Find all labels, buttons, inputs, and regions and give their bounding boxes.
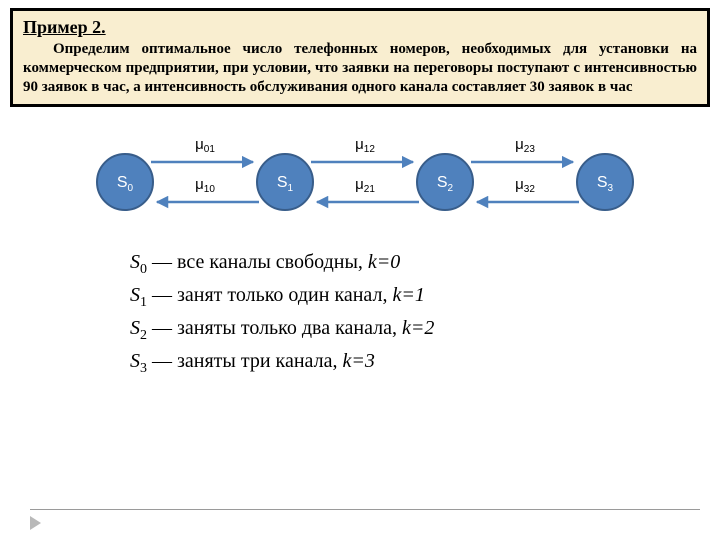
edge-label: μ12 (355, 136, 375, 155)
footer-divider (30, 509, 700, 510)
footer-arrow-icon (30, 516, 41, 530)
legend: S0 — все каналы свободны, k=0S1 — занят … (130, 247, 720, 379)
legend-row: S1 — занят только один канал, k=1 (130, 280, 720, 313)
legend-row: S2 — заняты только два канала, k=2 (130, 313, 720, 346)
edge-label: μ32 (515, 176, 535, 195)
edge-label: μ10 (195, 176, 215, 195)
edge-label: μ21 (355, 176, 375, 195)
example-body: Определим оптимальное число телефонных н… (23, 40, 697, 96)
edge-label: μ23 (515, 136, 535, 155)
example-box: Пример 2. Определим оптимальное число те… (10, 8, 710, 107)
legend-row: S3 — заняты три канала, k=3 (130, 346, 720, 379)
state-diagram: μ01μ10μ12μ21μ23μ32S0S1S2S3 (65, 127, 655, 237)
legend-row: S0 — все каналы свободны, k=0 (130, 247, 720, 280)
example-title: Пример 2. (23, 17, 697, 38)
edge-label: μ01 (195, 136, 215, 155)
